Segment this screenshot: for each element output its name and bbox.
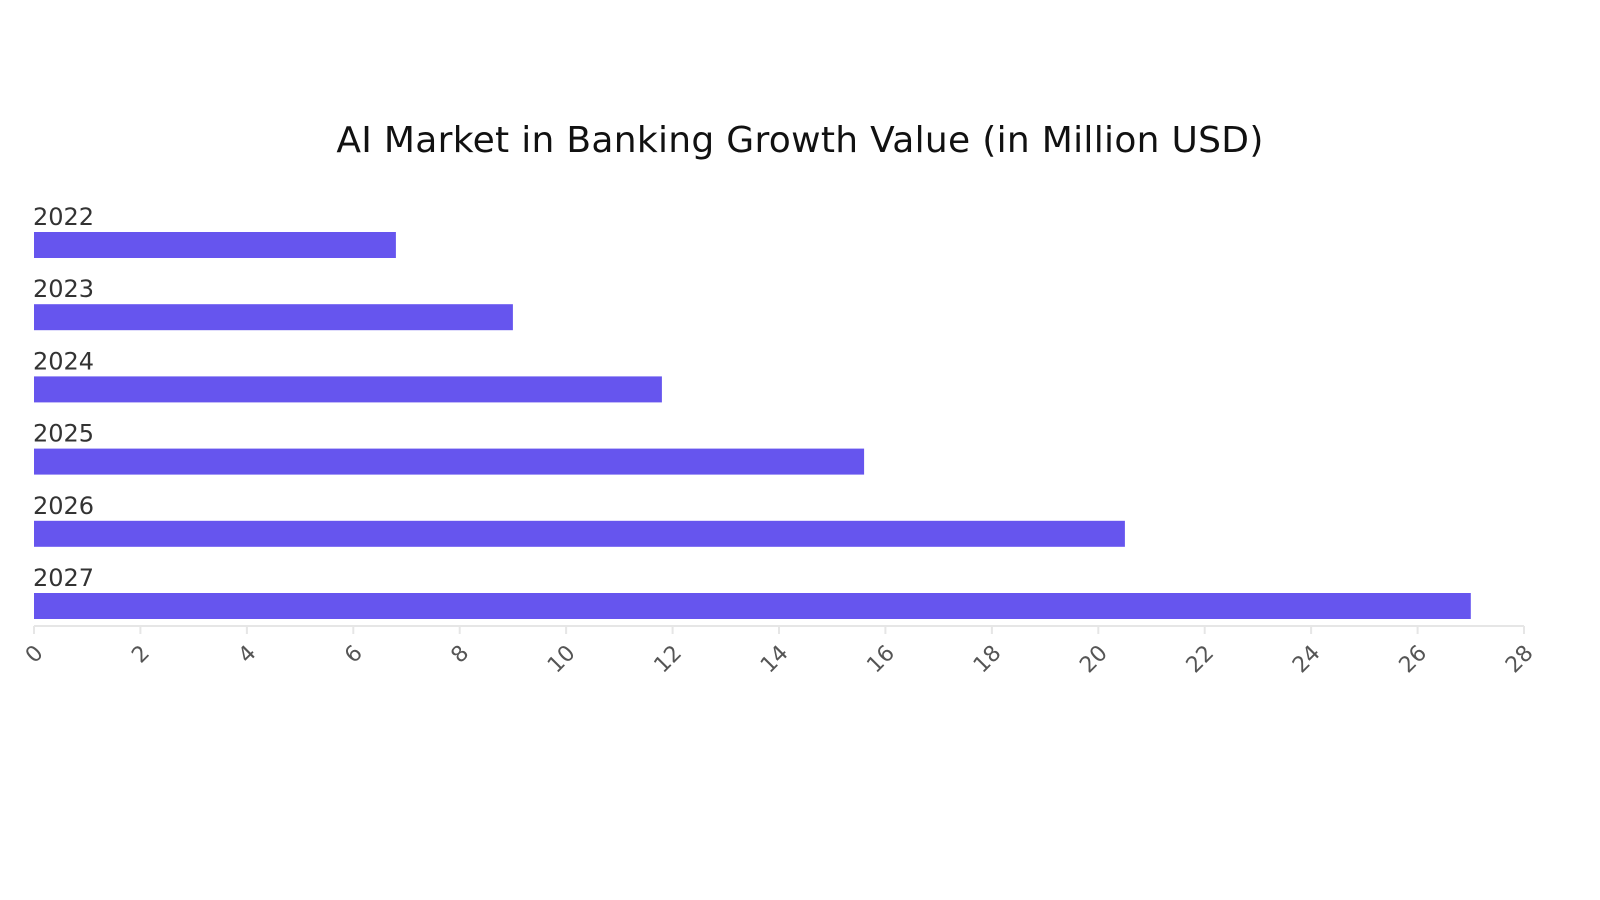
bar-2023 <box>34 304 513 331</box>
x-tick-label-10: 10 <box>543 641 580 678</box>
x-tick-label-24: 24 <box>1288 641 1325 678</box>
x-tick-label-14: 14 <box>756 641 793 678</box>
category-labels: 2022 2023 2024 2025 2026 2027 <box>33 203 94 592</box>
x-tick-label-8: 8 <box>447 641 475 669</box>
category-label-2024: 2024 <box>33 347 94 375</box>
chart-title: AI Market in Banking Growth Value (in Mi… <box>336 120 1264 161</box>
x-tick-label-2: 2 <box>127 641 155 669</box>
bar-2024 <box>34 376 662 403</box>
x-tick-label-26: 26 <box>1395 641 1432 678</box>
x-axis-ticks: 0 2 4 6 8 10 12 14 16 18 20 22 24 26 28 <box>21 626 1538 678</box>
bar-2025 <box>34 448 865 475</box>
category-label-2023: 2023 <box>33 275 94 303</box>
x-tick-label-0: 0 <box>21 641 49 669</box>
category-label-2022: 2022 <box>33 203 94 231</box>
x-tick-label-18: 18 <box>969 641 1006 678</box>
bars-layer <box>34 232 1471 619</box>
x-tick-label-12: 12 <box>650 641 687 678</box>
bar-2022 <box>34 232 396 258</box>
x-tick-label-20: 20 <box>1075 641 1112 678</box>
category-label-2027: 2027 <box>33 564 94 592</box>
x-tick-label-6: 6 <box>340 641 368 669</box>
category-label-2026: 2026 <box>33 492 94 520</box>
category-label-2025: 2025 <box>33 420 94 448</box>
x-tick-label-16: 16 <box>862 641 899 678</box>
bar-2026 <box>34 520 1125 547</box>
x-tick-label-4: 4 <box>234 641 262 669</box>
x-tick-label-28: 28 <box>1501 641 1538 678</box>
x-tick-label-22: 22 <box>1182 641 1219 678</box>
bar-2027 <box>34 593 1471 619</box>
